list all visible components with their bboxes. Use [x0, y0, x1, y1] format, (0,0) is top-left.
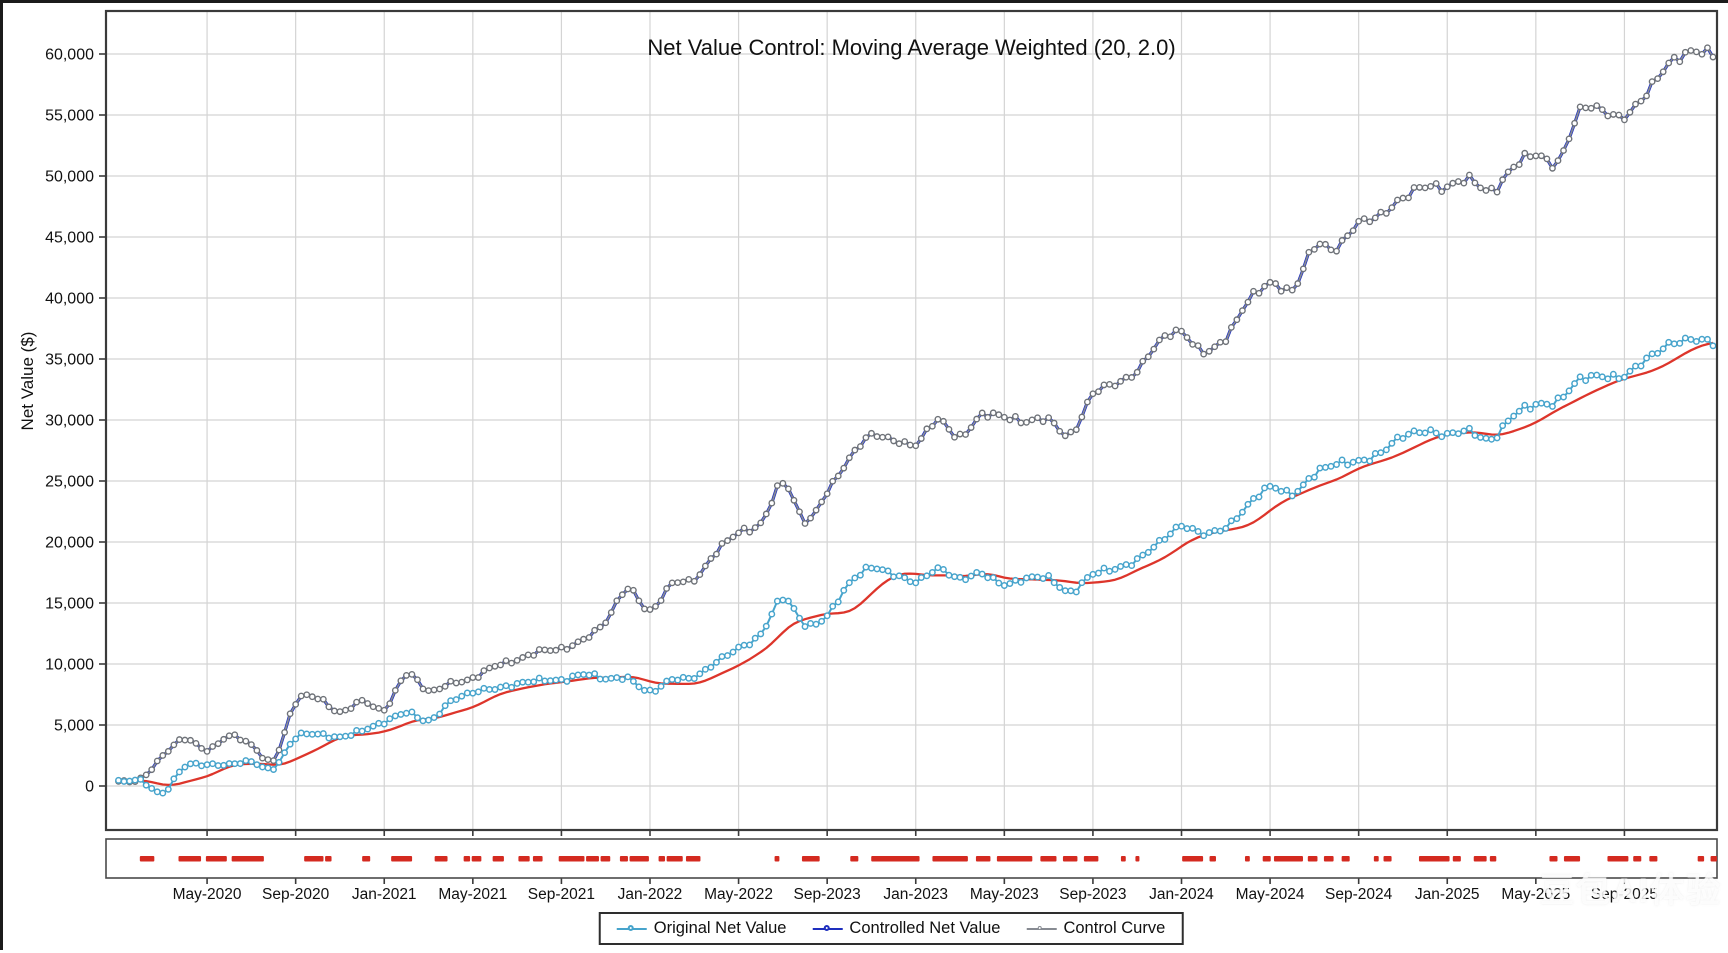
- svg-text:Sep-2023: Sep-2023: [1059, 886, 1126, 903]
- svg-text:Net Value ($): Net Value ($): [18, 332, 37, 431]
- svg-text:Sep-2020: Sep-2020: [262, 886, 330, 903]
- svg-text:Jan-2023: Jan-2023: [883, 886, 948, 903]
- legend-label-original: Original Net Value: [653, 919, 787, 937]
- chart-legend: Original Net Value Controlled Net Value …: [598, 912, 1184, 945]
- net-value-chart: Net Value Control: Moving Average Weight…: [18, 9, 1719, 903]
- svg-text:15,000: 15,000: [45, 596, 94, 613]
- svg-text:May-2024: May-2024: [1236, 886, 1305, 903]
- svg-text:25,000: 25,000: [45, 474, 94, 491]
- svg-text:55,000: 55,000: [45, 108, 94, 125]
- legend-item-original: Original Net Value: [616, 919, 787, 938]
- legend-label-control-curve: Control Curve: [1063, 919, 1166, 937]
- legend-item-control-curve: Control Curve: [1026, 919, 1165, 938]
- svg-text:5,000: 5,000: [54, 718, 94, 735]
- legend-label-controlled: Controlled Net Value: [849, 919, 1001, 937]
- legend-item-controlled: Controlled Net Value: [812, 919, 1000, 938]
- svg-text:Jan-2025: Jan-2025: [1415, 886, 1480, 903]
- svg-text:35,000: 35,000: [45, 352, 94, 369]
- svg-text:Sep-2023: Sep-2023: [794, 886, 861, 903]
- svg-text:60,000: 60,000: [45, 47, 94, 64]
- svg-text:45,000: 45,000: [45, 230, 94, 247]
- svg-text:Net Value Control: Moving Aver: Net Value Control: Moving Average Weight…: [647, 35, 1175, 60]
- svg-text:30,000: 30,000: [45, 413, 94, 430]
- svg-text:Sep-2021: Sep-2021: [528, 886, 595, 903]
- svg-text:Jan-2024: Jan-2024: [1149, 886, 1214, 903]
- original-line-marker-icon: [616, 924, 647, 934]
- controlled-line-marker-icon: [812, 924, 843, 934]
- svg-text:0: 0: [85, 779, 94, 796]
- control-curve-line-icon: [1026, 924, 1057, 934]
- svg-text:50,000: 50,000: [45, 169, 94, 186]
- svg-text:40,000: 40,000: [45, 291, 94, 308]
- svg-text:Jan-2022: Jan-2022: [618, 886, 683, 903]
- svg-text:20,000: 20,000: [45, 535, 94, 552]
- svg-text:May-2023: May-2023: [970, 886, 1039, 903]
- svg-text:Sep-2024: Sep-2024: [1325, 886, 1393, 903]
- svg-text:May-2025: May-2025: [1501, 886, 1570, 903]
- svg-text:May-2020: May-2020: [173, 886, 242, 903]
- svg-text:Sep-2025: Sep-2025: [1591, 886, 1658, 903]
- svg-text:10,000: 10,000: [45, 657, 94, 674]
- svg-text:May-2021: May-2021: [438, 886, 507, 903]
- svg-text:Jan-2021: Jan-2021: [352, 886, 417, 903]
- svg-text:May-2022: May-2022: [704, 886, 773, 903]
